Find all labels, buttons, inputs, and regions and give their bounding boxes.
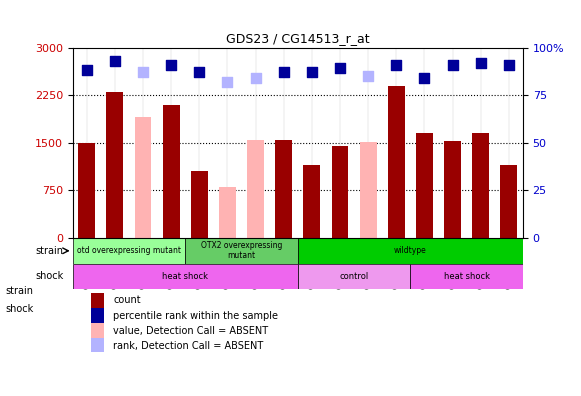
- Text: shock: shock: [6, 304, 34, 314]
- Text: rank, Detection Call = ABSENT: rank, Detection Call = ABSENT: [113, 341, 263, 351]
- Text: strain: strain: [35, 246, 64, 256]
- Bar: [91, 308, 104, 323]
- Bar: [73, 263, 297, 289]
- Bar: [163, 105, 180, 238]
- Bar: [135, 117, 152, 238]
- Bar: [91, 339, 104, 354]
- Text: OTX2 overexpressing
mutant: OTX2 overexpressing mutant: [201, 241, 282, 261]
- Point: [138, 69, 148, 76]
- Point: [223, 79, 232, 85]
- Bar: [332, 146, 349, 238]
- Point: [335, 65, 345, 72]
- Bar: [191, 171, 208, 238]
- Point: [476, 59, 485, 66]
- Bar: [106, 92, 123, 238]
- Text: shock: shock: [35, 271, 64, 281]
- Point: [167, 61, 176, 68]
- Point: [392, 61, 401, 68]
- Bar: [500, 165, 517, 238]
- Text: control: control: [339, 272, 369, 281]
- Bar: [444, 141, 461, 238]
- Bar: [91, 293, 104, 308]
- Bar: [388, 86, 405, 238]
- Text: otd overexpressing mutant: otd overexpressing mutant: [77, 246, 181, 255]
- Bar: [303, 165, 320, 238]
- Point: [251, 75, 260, 81]
- Bar: [275, 140, 292, 238]
- Bar: [91, 323, 104, 339]
- Point: [110, 58, 120, 64]
- Bar: [416, 133, 433, 238]
- Bar: [185, 238, 297, 263]
- Point: [419, 75, 429, 81]
- Point: [279, 69, 288, 76]
- Point: [448, 61, 457, 68]
- Bar: [247, 140, 264, 238]
- Text: strain: strain: [6, 286, 34, 296]
- Bar: [73, 238, 185, 263]
- Bar: [297, 238, 523, 263]
- Point: [504, 61, 514, 68]
- Bar: [360, 142, 376, 238]
- Text: heat shock: heat shock: [162, 272, 208, 281]
- Bar: [410, 263, 523, 289]
- Title: GDS23 / CG14513_r_at: GDS23 / CG14513_r_at: [226, 32, 370, 45]
- Bar: [297, 263, 410, 289]
- Bar: [78, 143, 95, 238]
- Point: [364, 73, 373, 79]
- Text: heat shock: heat shock: [444, 272, 490, 281]
- Point: [82, 67, 91, 74]
- Point: [307, 69, 317, 76]
- Bar: [219, 187, 236, 238]
- Text: value, Detection Call = ABSENT: value, Detection Call = ABSENT: [113, 326, 268, 336]
- Bar: [472, 133, 489, 238]
- Text: wildtype: wildtype: [394, 246, 426, 255]
- Text: percentile rank within the sample: percentile rank within the sample: [113, 310, 278, 321]
- Point: [195, 69, 204, 76]
- Text: count: count: [113, 295, 141, 305]
